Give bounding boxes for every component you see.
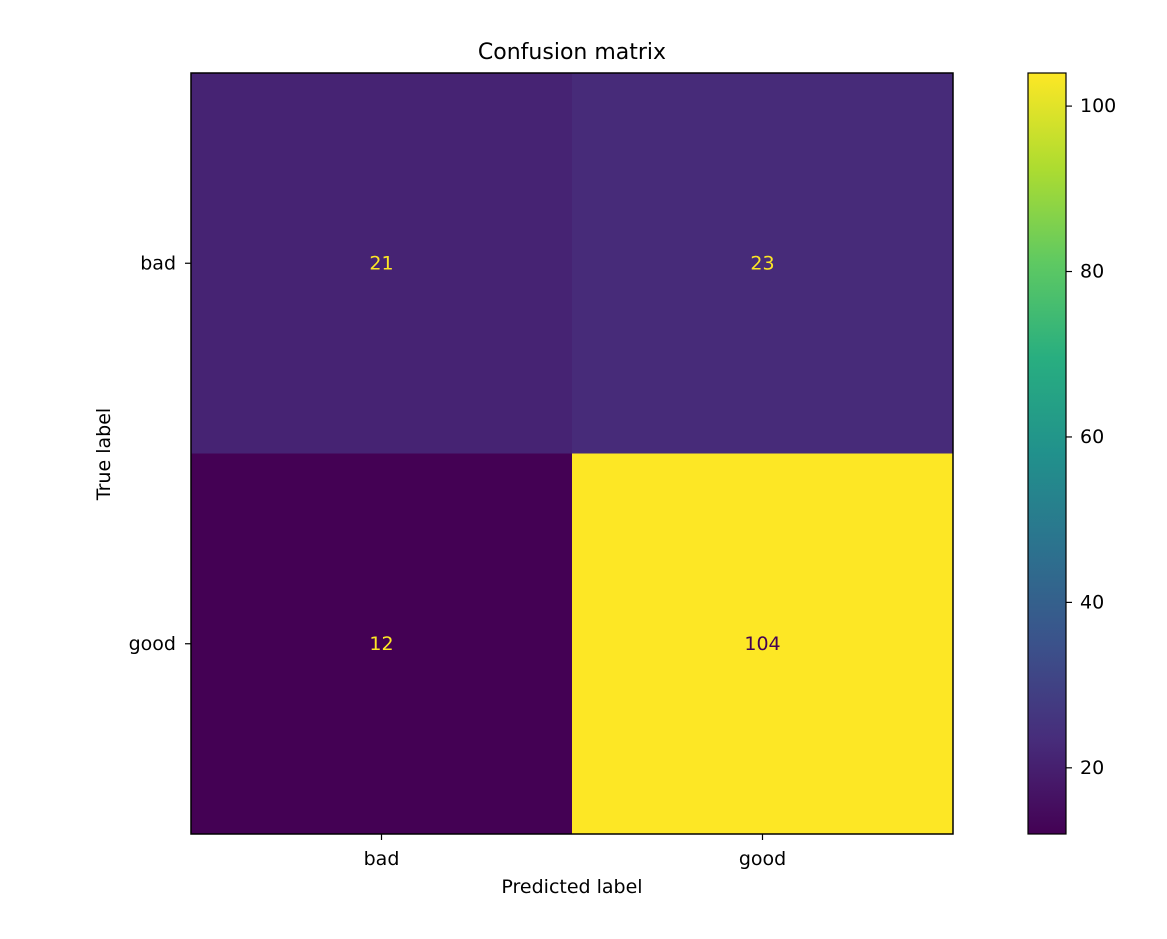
colorbar-tick-label: 60 [1080, 426, 1104, 448]
colorbar-tick-label: 40 [1080, 591, 1104, 613]
matrix-cell [191, 73, 573, 454]
matrix-cells [191, 73, 954, 835]
cell-value-label: 23 [750, 252, 774, 274]
y-tick-label: bad [140, 252, 176, 274]
x-tick-label: good [739, 848, 786, 870]
colorbar [1027, 72, 1067, 835]
matrix-frame [190, 72, 954, 835]
cell-value-label: 12 [369, 633, 393, 655]
x-axis-ticks: bad good [364, 834, 786, 870]
matrix-cell [572, 73, 954, 454]
matrix-cell [572, 453, 954, 835]
y-axis-ticks: bad good [129, 252, 191, 655]
colorbar-tick-label: 80 [1080, 261, 1104, 283]
y-axis-label: True label [93, 408, 115, 501]
x-tick-label: bad [364, 848, 400, 870]
colorbar-ticks: 20 40 60 80 100 [1066, 95, 1116, 779]
colorbar-tick-label: 100 [1080, 95, 1116, 117]
cell-value-label: 21 [369, 252, 393, 274]
chart-title: Confusion matrix [478, 40, 666, 65]
x-axis-label: Predicted label [501, 876, 642, 898]
cell-value-label: 104 [744, 633, 780, 655]
colorbar-tick-label: 20 [1080, 757, 1104, 779]
cell-value-labels: 21 23 12 104 [369, 252, 780, 655]
y-tick-label: good [129, 633, 176, 655]
matrix-cell [191, 453, 573, 835]
